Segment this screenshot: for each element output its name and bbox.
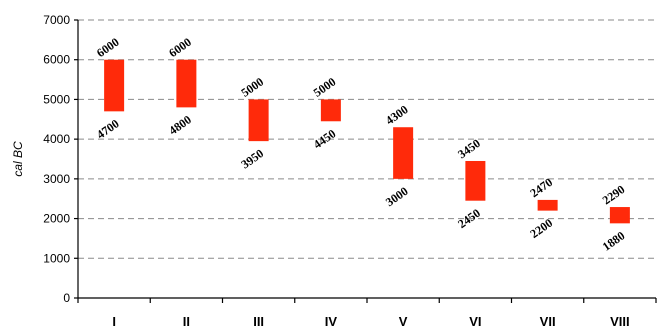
range-bars bbox=[104, 59, 630, 224]
data-labels: 6000 4700 6000 4800 5000 3950 5000 4450 4300 3000… bbox=[94, 35, 627, 254]
grid-lines bbox=[78, 19, 656, 259]
y-tick-label: 6000 bbox=[43, 53, 70, 67]
range-bar bbox=[104, 59, 125, 112]
range-bar bbox=[176, 59, 197, 108]
x-tick-label: III bbox=[253, 314, 264, 329]
x-tick-label: VIII bbox=[610, 314, 630, 329]
x-tick-label: V bbox=[399, 314, 408, 329]
data-label-high: 6000 bbox=[166, 35, 194, 60]
data-label-low: 4700 bbox=[94, 116, 122, 141]
data-label-high: 5000 bbox=[311, 75, 339, 100]
data-label-high: 4300 bbox=[383, 102, 411, 127]
data-label-high: 6000 bbox=[94, 35, 122, 60]
y-tick-label: 0 bbox=[63, 291, 70, 305]
range-bar bbox=[465, 160, 486, 201]
range-bar bbox=[609, 207, 630, 224]
data-label-low: 3000 bbox=[383, 184, 411, 209]
y-tick-label: 3000 bbox=[43, 172, 70, 186]
data-label-high: 5000 bbox=[238, 75, 266, 100]
y-tick-label: 2000 bbox=[43, 212, 70, 226]
x-axis-ticks: I II III IV V VI VII VIII bbox=[77, 298, 657, 329]
data-label-high: 3450 bbox=[455, 136, 483, 161]
y-axis-ticks: 0 1000 2000 3000 4000 5000 6000 7000 bbox=[43, 13, 78, 305]
data-label-high: 2290 bbox=[600, 182, 628, 207]
y-axis-label: cal BC bbox=[11, 141, 25, 177]
data-label-low: 2200 bbox=[527, 216, 555, 241]
data-label-low: 2450 bbox=[455, 206, 483, 231]
range-bar bbox=[320, 99, 341, 122]
y-tick-label: 5000 bbox=[43, 92, 70, 106]
x-tick-label: VI bbox=[469, 314, 481, 329]
data-label-low: 3950 bbox=[238, 146, 266, 171]
y-tick-label: 4000 bbox=[43, 132, 70, 146]
range-bar bbox=[393, 127, 414, 179]
x-tick-label: II bbox=[183, 314, 190, 329]
x-tick-label: VII bbox=[540, 314, 556, 329]
axes bbox=[77, 20, 656, 299]
y-tick-label: 7000 bbox=[43, 13, 70, 27]
data-label-low: 4800 bbox=[166, 112, 194, 137]
data-label-low: 4450 bbox=[311, 126, 339, 151]
y-tick-label: 1000 bbox=[43, 251, 70, 265]
data-label-low: 1880 bbox=[600, 228, 628, 253]
range-bar bbox=[537, 199, 558, 211]
range-bar bbox=[248, 99, 269, 142]
x-tick-label: I bbox=[112, 314, 116, 329]
x-tick-label: IV bbox=[325, 314, 338, 329]
